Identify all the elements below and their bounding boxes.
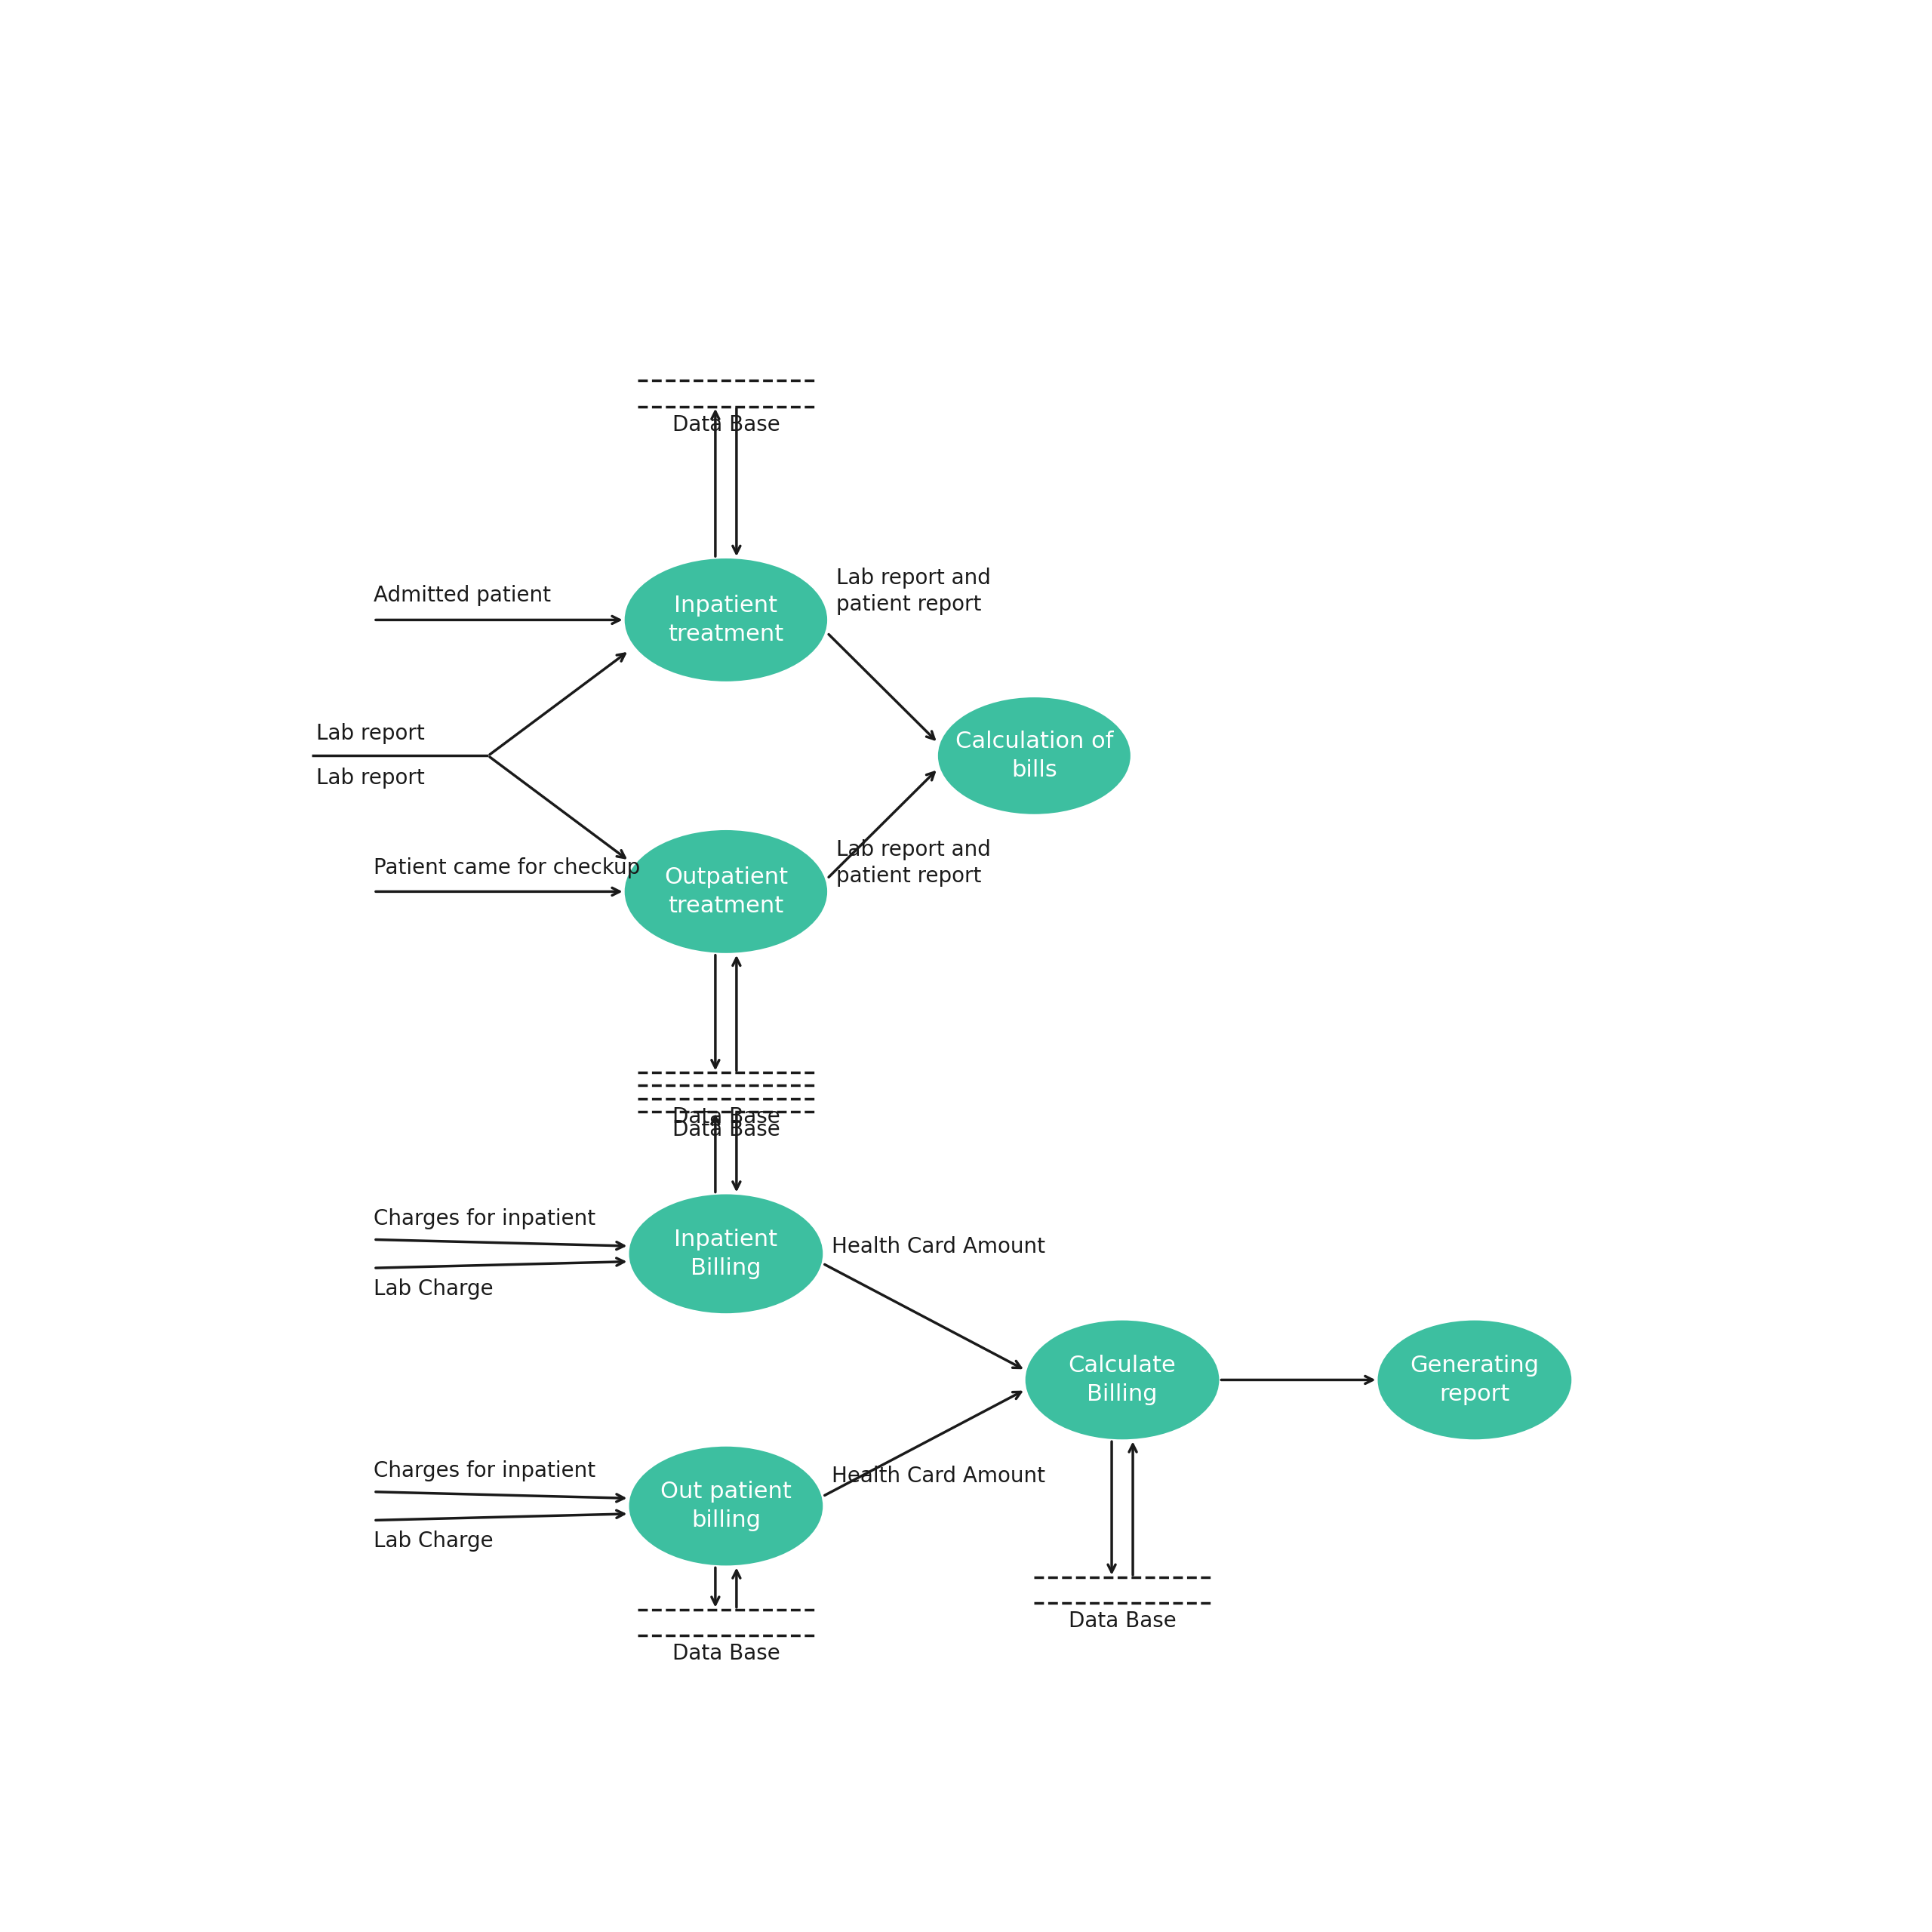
Text: Lab Charge: Lab Charge <box>373 1279 493 1300</box>
Text: Health Card Amount: Health Card Amount <box>831 1466 1045 1486</box>
Text: Data Base: Data Base <box>672 1642 781 1663</box>
Text: Calculation of
bills: Calculation of bills <box>954 730 1113 781</box>
Text: Lab report: Lab report <box>317 723 425 744</box>
Ellipse shape <box>937 697 1130 813</box>
Text: Data Base: Data Base <box>672 413 781 435</box>
Ellipse shape <box>630 1447 823 1565</box>
Text: Admitted patient: Admitted patient <box>373 585 551 607</box>
Text: Generating
report: Generating report <box>1410 1354 1540 1405</box>
Text: Data Base: Data Base <box>1068 1611 1177 1633</box>
Text: Lab Charge: Lab Charge <box>373 1530 493 1551</box>
Ellipse shape <box>624 558 827 682</box>
Ellipse shape <box>630 1194 823 1314</box>
Text: Data Base: Data Base <box>672 1107 781 1128</box>
Text: Out patient
billing: Out patient billing <box>661 1480 792 1532</box>
Text: Inpatient
Billing: Inpatient Billing <box>674 1229 779 1279</box>
Text: Lab report: Lab report <box>317 767 425 788</box>
Text: Inpatient
treatment: Inpatient treatment <box>668 595 784 645</box>
Ellipse shape <box>1378 1320 1571 1439</box>
Text: Data Base: Data Base <box>672 1119 781 1140</box>
Text: Calculate
Billing: Calculate Billing <box>1068 1354 1177 1405</box>
Text: Health Card Amount: Health Card Amount <box>831 1236 1045 1258</box>
Text: Charges for inpatient: Charges for inpatient <box>373 1461 595 1482</box>
Text: Lab report and
patient report: Lab report and patient report <box>837 568 991 614</box>
Text: Outpatient
treatment: Outpatient treatment <box>665 866 788 918</box>
Ellipse shape <box>624 831 827 952</box>
Text: Patient came for checkup: Patient came for checkup <box>373 858 639 879</box>
Text: Charges for inpatient: Charges for inpatient <box>373 1208 595 1229</box>
Text: Lab report and
patient report: Lab report and patient report <box>837 838 991 887</box>
Ellipse shape <box>1026 1320 1219 1439</box>
